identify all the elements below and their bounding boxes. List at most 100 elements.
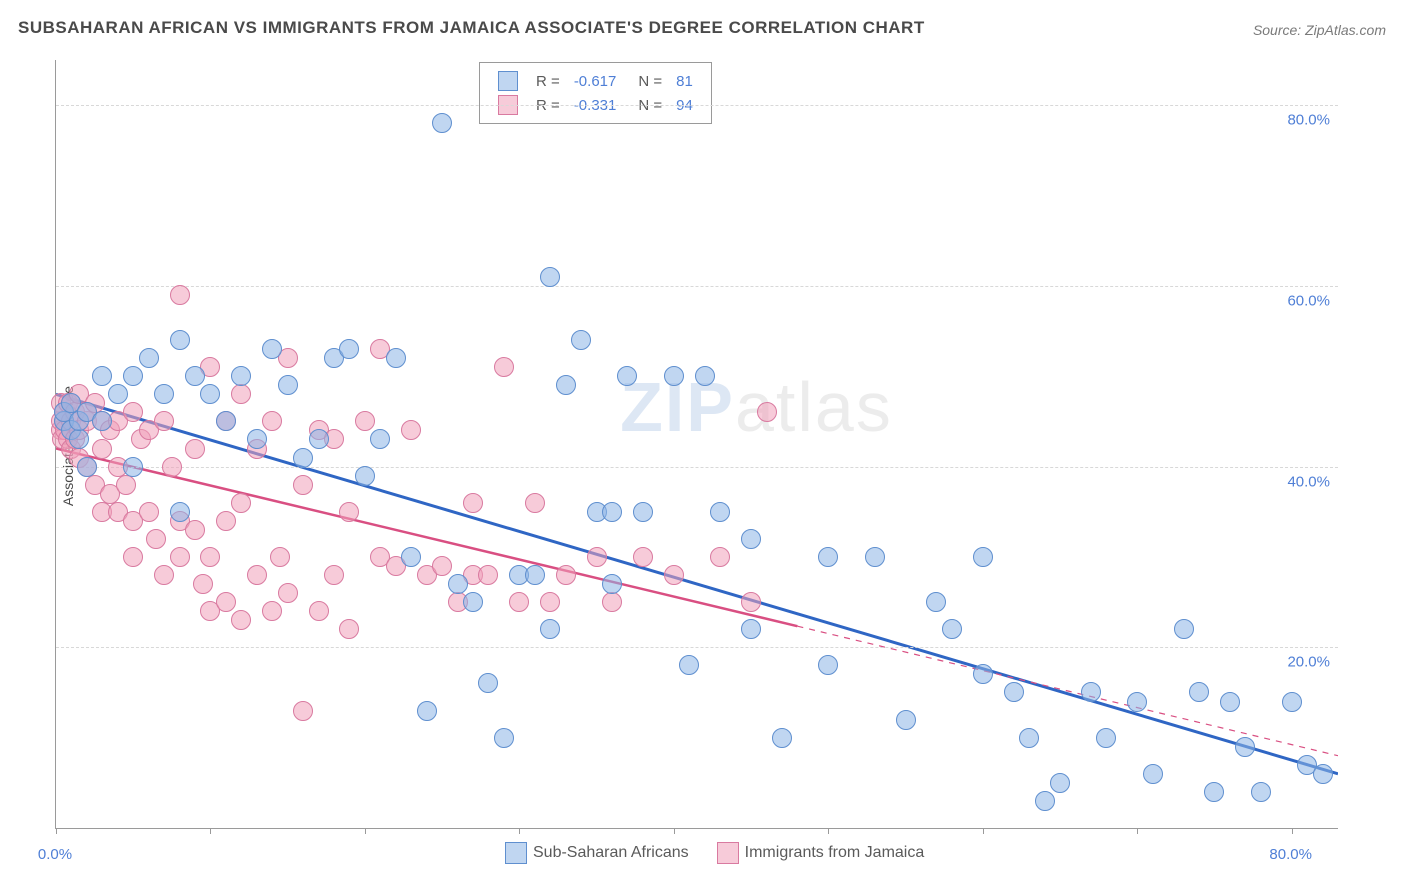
data-point-subsaharan [77, 457, 97, 477]
gridline [56, 647, 1338, 648]
data-point-subsaharan [1004, 682, 1024, 702]
data-point-subsaharan [556, 375, 576, 395]
data-point-subsaharan [185, 366, 205, 386]
data-point-subsaharan [200, 384, 220, 404]
data-point-jamaica [587, 547, 607, 567]
data-point-jamaica [540, 592, 560, 612]
data-point-subsaharan [664, 366, 684, 386]
data-point-subsaharan [973, 547, 993, 567]
x-tick [1137, 828, 1138, 834]
data-point-subsaharan [1019, 728, 1039, 748]
x-min-label: 0.0% [38, 846, 72, 863]
legend-N-value-subsaharan: 81 [670, 70, 699, 92]
data-point-jamaica [478, 565, 498, 585]
data-point-subsaharan [247, 429, 267, 449]
y-tick-label: 40.0% [1287, 473, 1330, 490]
data-point-subsaharan [942, 619, 962, 639]
data-point-jamaica [193, 574, 213, 594]
x-tick [365, 828, 366, 834]
x-tick [1292, 828, 1293, 834]
data-point-subsaharan [525, 565, 545, 585]
data-point-subsaharan [1220, 692, 1240, 712]
data-point-subsaharan [216, 411, 236, 431]
data-point-subsaharan [540, 267, 560, 287]
data-point-subsaharan [170, 502, 190, 522]
legend-N-label: N = [624, 70, 668, 92]
data-point-jamaica [293, 475, 313, 495]
data-point-jamaica [162, 457, 182, 477]
data-point-subsaharan [123, 457, 143, 477]
source-name: ZipAtlas.com [1305, 22, 1386, 38]
stats-legend-box: R =-0.617N =81R =-0.331N =94 [479, 62, 712, 124]
legend-swatch-jamaica [717, 842, 739, 864]
data-point-subsaharan [1189, 682, 1209, 702]
data-point-jamaica [231, 610, 251, 630]
data-point-jamaica [123, 547, 143, 567]
data-point-subsaharan [1251, 782, 1271, 802]
data-point-jamaica [525, 493, 545, 513]
data-point-subsaharan [1143, 764, 1163, 784]
data-point-jamaica [757, 402, 777, 422]
data-point-subsaharan [69, 429, 89, 449]
data-point-jamaica [270, 547, 290, 567]
data-point-subsaharan [571, 330, 591, 350]
data-point-jamaica [185, 439, 205, 459]
data-point-subsaharan [1035, 791, 1055, 811]
data-point-subsaharan [370, 429, 390, 449]
data-point-subsaharan [633, 502, 653, 522]
data-point-subsaharan [386, 348, 406, 368]
data-point-subsaharan [154, 384, 174, 404]
data-point-jamaica [170, 285, 190, 305]
data-point-subsaharan [463, 592, 483, 612]
gridline [56, 286, 1338, 287]
data-point-subsaharan [417, 701, 437, 721]
data-point-subsaharan [123, 366, 143, 386]
data-point-subsaharan [92, 411, 112, 431]
legend-label-subsaharan: Sub-Saharan Africans [533, 844, 689, 861]
data-point-subsaharan [293, 448, 313, 468]
data-point-subsaharan [401, 547, 421, 567]
data-point-subsaharan [231, 366, 251, 386]
data-point-subsaharan [262, 339, 282, 359]
data-point-subsaharan [741, 619, 761, 639]
data-point-jamaica [278, 583, 298, 603]
data-point-jamaica [170, 547, 190, 567]
data-point-jamaica [494, 357, 514, 377]
data-point-subsaharan [278, 375, 298, 395]
legend-R-value-subsaharan: -0.617 [568, 70, 623, 92]
legend-swatch-subsaharan [505, 842, 527, 864]
data-point-subsaharan [1050, 773, 1070, 793]
data-point-jamaica [293, 701, 313, 721]
legend-R-label: R = [530, 70, 566, 92]
data-point-subsaharan [926, 592, 946, 612]
data-point-jamaica [509, 592, 529, 612]
data-point-jamaica [556, 565, 576, 585]
data-point-subsaharan [1204, 782, 1224, 802]
data-point-subsaharan [602, 574, 622, 594]
data-point-jamaica [247, 565, 267, 585]
data-point-subsaharan [695, 366, 715, 386]
data-point-subsaharan [741, 529, 761, 549]
data-point-jamaica [231, 493, 251, 513]
data-point-jamaica [710, 547, 730, 567]
data-point-subsaharan [108, 384, 128, 404]
data-point-jamaica [401, 420, 421, 440]
legend-label-jamaica: Immigrants from Jamaica [745, 844, 925, 861]
x-tick [828, 828, 829, 834]
data-point-jamaica [92, 439, 112, 459]
data-point-jamaica [355, 411, 375, 431]
x-tick [519, 828, 520, 834]
data-point-subsaharan [818, 655, 838, 675]
data-point-subsaharan [896, 710, 916, 730]
data-point-jamaica [463, 493, 483, 513]
x-max-label: 80.0% [1269, 846, 1312, 863]
data-point-jamaica [633, 547, 653, 567]
data-point-subsaharan [818, 547, 838, 567]
data-point-subsaharan [1081, 682, 1101, 702]
data-point-subsaharan [1096, 728, 1116, 748]
data-point-jamaica [324, 565, 344, 585]
data-point-jamaica [741, 592, 761, 612]
y-tick-label: 80.0% [1287, 112, 1330, 129]
data-point-subsaharan [355, 466, 375, 486]
data-point-jamaica [116, 475, 136, 495]
